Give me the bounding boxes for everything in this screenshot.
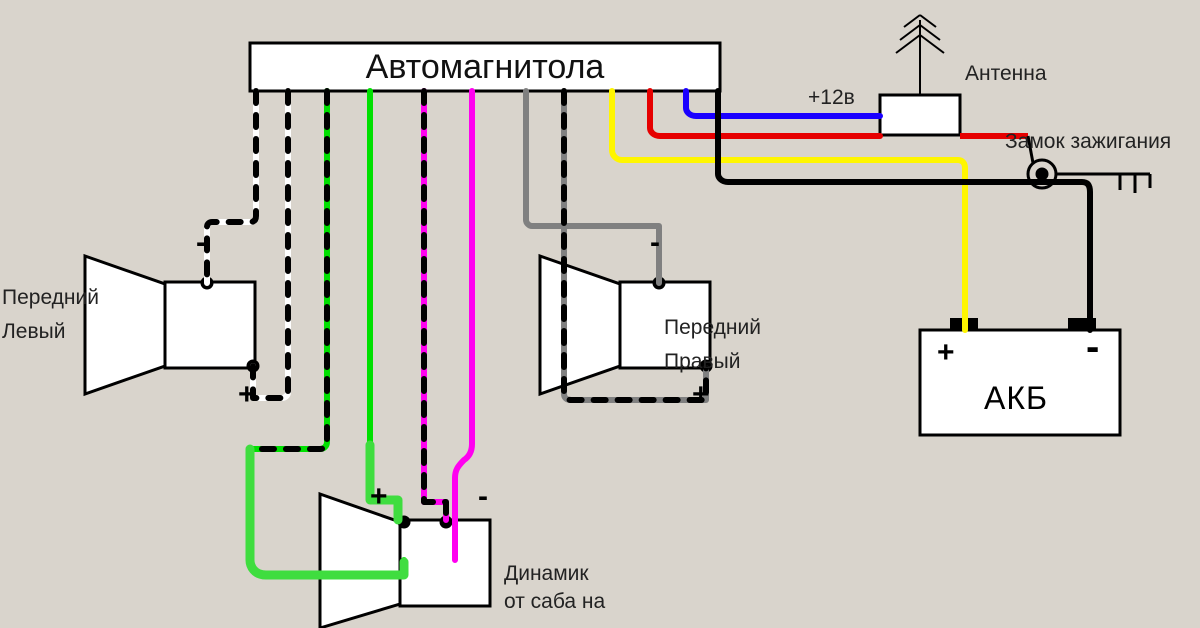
plus12v-label: +12в — [808, 86, 855, 110]
speaker-front-left — [85, 256, 258, 394]
ignition-label: Замок зажигания — [1005, 130, 1171, 154]
battery-minus: - — [1086, 336, 1099, 358]
speaker-sub-label1: Динамик — [504, 562, 589, 586]
speaker-fr-label1: Передний — [664, 316, 761, 340]
antenna-icon — [896, 15, 944, 95]
wire-fl-neg-base — [207, 91, 256, 283]
speaker-sub-label2: от саба на — [504, 590, 605, 614]
speaker-fr-label2: Правый — [664, 350, 740, 374]
sub-plus: + — [370, 480, 388, 514]
speaker-fl-label2: Левый — [2, 320, 65, 344]
speaker-fl-label1: Передний — [2, 286, 99, 310]
sub-minus: - — [478, 480, 488, 514]
fr-minus: - — [650, 226, 660, 260]
wire-rr-neg-dash — [424, 91, 446, 520]
diagram-svg — [0, 0, 1200, 628]
wire-rr-pos — [455, 91, 472, 560]
antenna-box — [880, 95, 960, 135]
battery-plus: + — [937, 336, 955, 370]
fl-plus: + — [238, 378, 256, 412]
antenna-label: Антенна — [965, 62, 1047, 86]
wire-rr-neg-base — [424, 91, 446, 520]
wire-fl-neg-dash — [207, 91, 256, 283]
fl-minus: - — [196, 226, 206, 260]
wiring-diagram — [0, 0, 1200, 628]
battery-label: АКБ — [984, 380, 1048, 417]
fr-plus: + — [692, 378, 710, 412]
wire-fr-neg — [526, 91, 659, 283]
head-unit-label: Автомагнитола — [250, 48, 720, 87]
